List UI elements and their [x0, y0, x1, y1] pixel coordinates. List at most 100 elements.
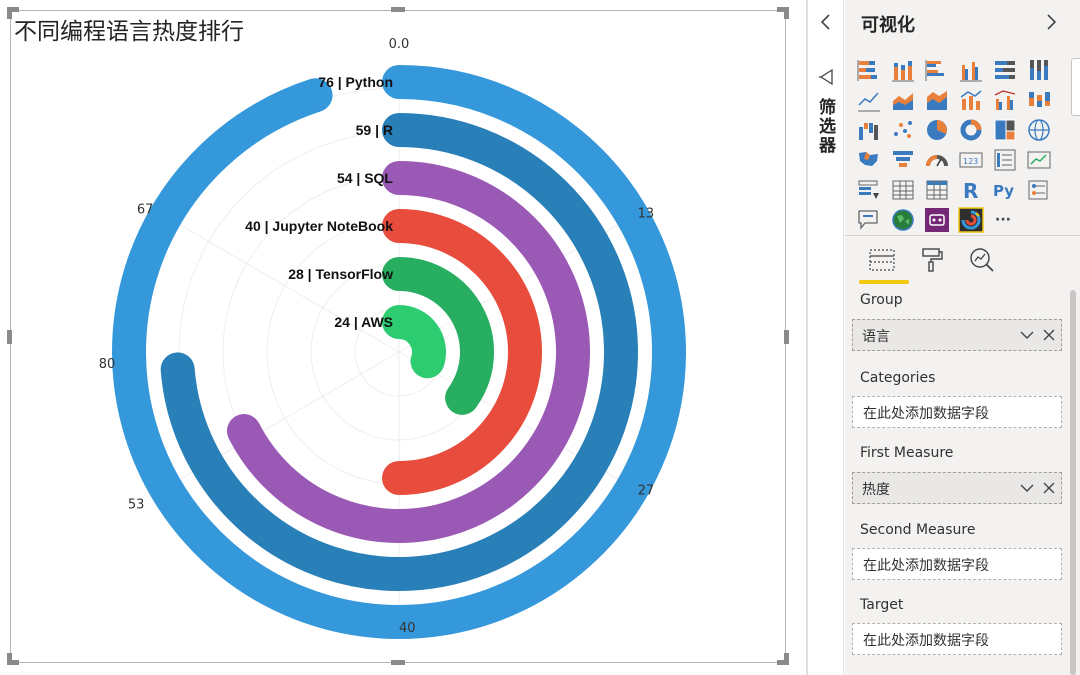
first-measure-field-pill[interactable]: 热度 — [862, 482, 890, 498]
group-field-pill[interactable]: 语言 — [862, 329, 890, 345]
category-label: 40 | Jupyter NoteBook — [245, 218, 393, 234]
active-tab-indicator — [859, 280, 909, 284]
close-icon[interactable] — [1041, 479, 1057, 497]
filter-pane: 筛选器 — [808, 0, 844, 675]
funnel-icon[interactable] — [818, 68, 836, 86]
chart-bars — [112, 65, 686, 639]
radial-bar-python — [112, 65, 686, 639]
pane-divider[interactable] — [806, 0, 808, 675]
svg-text:R: R — [963, 179, 978, 203]
svg-text:123: 123 — [963, 157, 978, 166]
python-visual-icon[interactable]: Py — [992, 177, 1018, 203]
100-stacked-bar-chart-icon[interactable] — [992, 57, 1018, 83]
clustered-bar-chart-icon[interactable] — [924, 57, 950, 83]
treemap-icon[interactable] — [992, 117, 1018, 143]
line-and-stacked-column-chart-icon[interactable] — [958, 87, 984, 113]
fields-tab[interactable] — [859, 244, 905, 280]
multi-row-card-icon[interactable] — [992, 147, 1018, 173]
slicer-icon[interactable] — [856, 177, 882, 203]
gauge-icon[interactable] — [924, 147, 950, 173]
paint-roller-icon — [922, 248, 943, 272]
axis-tick-label: 27 — [638, 484, 655, 499]
key-influencers-icon[interactable] — [1026, 177, 1052, 203]
pane-tabs — [859, 244, 1019, 284]
svg-text:Py: Py — [993, 182, 1014, 200]
axis-tick-label: 40 — [399, 621, 416, 636]
scatter-chart-icon[interactable] — [890, 117, 916, 143]
stacked-column-chart-icon[interactable] — [890, 57, 916, 83]
axis-tick-label: 13 — [638, 206, 655, 221]
gallery-divider — [845, 235, 1080, 236]
resize-handle-top-left-v[interactable] — [7, 7, 12, 19]
pie-chart-icon[interactable] — [924, 117, 950, 143]
100-stacked-column-chart-icon[interactable] — [1026, 57, 1052, 83]
clustered-column-chart-icon[interactable] — [958, 57, 984, 83]
radial-bar-tensorflow — [382, 257, 494, 415]
axis-tick-label: 53 — [128, 498, 145, 513]
close-icon[interactable] — [1041, 326, 1057, 344]
radial-bar-chart: 0.0 13 27 40 53 67 80 76 | Python 59 | R 54 | SQ… — [99, 37, 686, 639]
target-well[interactable]: 在此处添加数据字段 — [852, 623, 1062, 655]
line-chart-icon[interactable] — [856, 87, 882, 113]
arcgis-map-icon[interactable] — [890, 207, 916, 233]
axis-tick-label: 80 — [99, 357, 116, 372]
group-well-label: Group — [860, 292, 903, 308]
second-measure-placeholder: 在此处添加数据字段 — [863, 558, 989, 574]
more-visuals-icon[interactable]: ··· — [992, 207, 1018, 233]
visual-title: 不同编程语言热度排行 — [14, 19, 244, 45]
visual-gallery-scroll-tab[interactable] — [1071, 58, 1080, 116]
first-measure-well-label: First Measure — [860, 445, 954, 461]
resize-handle-bottom[interactable] — [391, 660, 405, 665]
resize-handle-top-left[interactable] — [7, 7, 19, 12]
axis-tick-label: 67 — [137, 202, 154, 217]
resize-handle-left[interactable] — [7, 330, 12, 344]
chevron-down-icon[interactable] — [1019, 479, 1035, 497]
qa-visual-icon[interactable] — [856, 207, 882, 233]
second-measure-well[interactable]: 在此处添加数据字段 — [852, 548, 1062, 580]
power-apps-icon[interactable] — [924, 207, 950, 233]
stacked-area-chart-icon[interactable] — [924, 87, 950, 113]
axis-tick-label: 0.0 — [389, 37, 410, 52]
resize-handle-bottom-left-v[interactable] — [7, 653, 12, 665]
map-icon[interactable] — [1026, 117, 1052, 143]
r-script-visual-icon[interactable]: R — [958, 177, 984, 203]
visualizations-pane: 可视化 — [845, 0, 1080, 675]
radial-bar-custom-visual-icon[interactable] — [958, 207, 984, 233]
resize-handle-top-right-v[interactable] — [784, 7, 789, 19]
table-icon[interactable] — [890, 177, 916, 203]
waterfall-chart-icon[interactable] — [856, 117, 882, 143]
report-canvas[interactable]: 不同编程语言热度排行 0.0 13 27 40 53 67 80 76 | Python 59… — [0, 0, 806, 675]
resize-handle-top-right[interactable] — [777, 7, 789, 12]
analytics-tab[interactable] — [959, 244, 1005, 280]
chart-category-labels: 76 | Python 59 | R 54 | SQL 40 | Jupyter No… — [245, 74, 393, 330]
format-tab[interactable] — [909, 244, 955, 280]
filter-pane-label[interactable]: 筛选器 — [815, 98, 835, 155]
line-and-clustered-column-chart-icon[interactable] — [992, 87, 1018, 113]
card-icon[interactable]: 123 — [958, 147, 984, 173]
resize-handle-bottom-right[interactable] — [777, 660, 789, 665]
category-label: 54 | SQL — [337, 170, 393, 186]
ribbon-chart-icon[interactable] — [1026, 87, 1052, 113]
chevron-left-icon[interactable] — [816, 10, 836, 34]
category-label: 59 | R — [356, 122, 393, 138]
group-well[interactable]: 语言 — [852, 319, 1062, 351]
resize-handle-bottom-right-v[interactable] — [784, 653, 789, 665]
donut-chart-icon[interactable] — [958, 117, 984, 143]
svg-text:···: ··· — [995, 212, 1011, 228]
kpi-icon[interactable] — [1026, 147, 1052, 173]
stacked-bar-chart-icon[interactable] — [856, 57, 882, 83]
matrix-icon[interactable] — [924, 177, 950, 203]
analytics-magnifier-icon — [970, 248, 994, 272]
grid-spoke — [170, 218, 400, 353]
resize-handle-top[interactable] — [391, 7, 405, 12]
funnel-chart-icon[interactable] — [890, 147, 916, 173]
resize-handle-bottom-left[interactable] — [7, 660, 19, 665]
area-chart-icon[interactable] — [890, 87, 916, 113]
viz-pane-scrollbar[interactable] — [1070, 290, 1076, 675]
chevron-down-icon[interactable] — [1019, 326, 1035, 344]
filled-map-icon[interactable] — [856, 147, 882, 173]
first-measure-well[interactable]: 热度 — [852, 472, 1062, 504]
resize-handle-right[interactable] — [784, 330, 789, 344]
categories-well[interactable]: 在此处添加数据字段 — [852, 396, 1062, 428]
chevron-right-icon[interactable] — [1041, 10, 1061, 34]
